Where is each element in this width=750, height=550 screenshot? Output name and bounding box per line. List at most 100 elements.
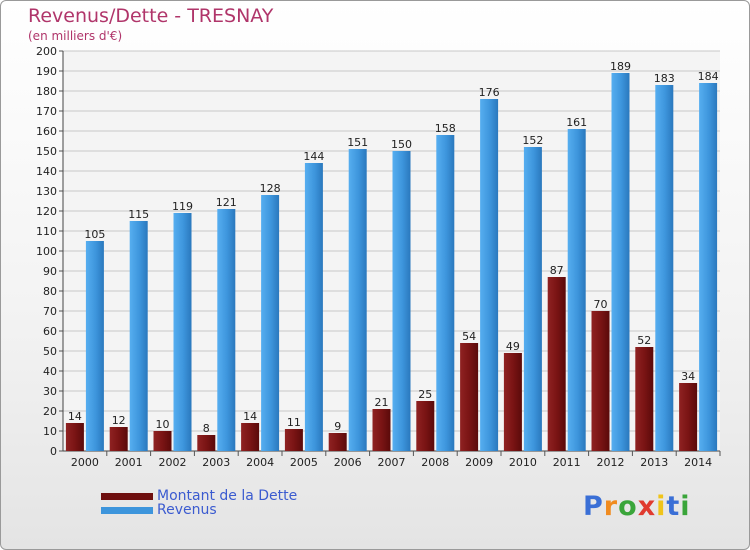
bar-dette <box>284 429 303 451</box>
data-label-revenus: 184 <box>698 70 719 83</box>
bar-revenus <box>173 213 192 451</box>
y-tick-label: 130 <box>36 185 57 198</box>
data-label-revenus: 115 <box>128 208 149 221</box>
y-tick-label: 190 <box>36 65 57 78</box>
x-tick-label: 2012 <box>597 456 625 469</box>
y-tick-label: 100 <box>36 245 57 258</box>
data-label-dette: 8 <box>203 422 210 435</box>
x-tick-label: 2014 <box>684 456 712 469</box>
y-tick-label: 40 <box>43 365 57 378</box>
bar-revenus <box>436 135 455 451</box>
proxiti-logo: Proxiti <box>583 491 691 522</box>
bar-revenus <box>611 73 630 451</box>
data-label-revenus: 119 <box>172 200 193 213</box>
data-label-dette: 10 <box>156 418 170 431</box>
y-tick-label: 160 <box>36 125 57 138</box>
bar-dette <box>197 435 216 451</box>
logo-letter: P <box>583 491 604 522</box>
bar-revenus <box>304 163 323 451</box>
data-label-dette: 12 <box>112 414 126 427</box>
bar-revenus <box>523 147 542 451</box>
x-tick-label: 2002 <box>159 456 187 469</box>
x-tick-label: 2006 <box>334 456 362 469</box>
legend-swatch-revenus <box>101 506 153 514</box>
data-label-revenus: 144 <box>303 150 324 163</box>
bar-revenus <box>348 149 367 451</box>
bar-dette <box>416 401 435 451</box>
data-label-revenus: 189 <box>610 60 631 73</box>
bar-dette <box>328 433 347 451</box>
x-tick-label: 2007 <box>378 456 406 469</box>
x-tick-label: 2005 <box>290 456 318 469</box>
bar-revenus <box>655 85 674 451</box>
y-tick-label: 10 <box>43 425 57 438</box>
data-label-dette: 14 <box>243 410 257 423</box>
x-tick-label: 2010 <box>509 456 537 469</box>
logo-letter: t <box>666 491 681 522</box>
x-tick-label: 2001 <box>115 456 143 469</box>
logo-letter: i <box>656 491 667 522</box>
data-label-revenus: 151 <box>347 136 368 149</box>
y-tick-label: 0 <box>50 445 57 458</box>
bar-dette <box>372 409 391 451</box>
logo-letter: o <box>618 491 638 522</box>
data-label-revenus: 121 <box>216 196 237 209</box>
x-tick-label: 2004 <box>246 456 274 469</box>
bar-dette <box>153 431 172 451</box>
data-label-dette: 25 <box>418 388 432 401</box>
data-label-dette: 14 <box>68 410 82 423</box>
bar-revenus <box>217 209 236 451</box>
legend-item-revenus: Revenus <box>101 502 217 518</box>
y-tick-label: 90 <box>43 265 57 278</box>
bar-dette <box>503 353 522 451</box>
logo-letter: r <box>603 491 619 522</box>
y-tick-label: 70 <box>43 305 57 318</box>
x-tick-label: 2003 <box>202 456 230 469</box>
data-label-revenus: 152 <box>522 134 543 147</box>
y-tick-label: 80 <box>43 285 57 298</box>
chart-title: Revenus/Dette - TRESNAY <box>28 5 274 27</box>
data-label-dette: 49 <box>506 340 520 353</box>
bar-revenus <box>567 129 586 451</box>
bar-dette <box>547 277 566 451</box>
legend-label-dette: Montant de la Dette <box>157 488 298 504</box>
y-tick-label: 60 <box>43 325 57 338</box>
y-tick-label: 150 <box>36 145 57 158</box>
y-tick-label: 30 <box>43 385 57 398</box>
data-label-dette: 87 <box>550 264 564 277</box>
x-tick-label: 2000 <box>71 456 99 469</box>
bar-dette <box>635 347 654 451</box>
bar-dette <box>591 311 610 451</box>
chart-subtitle: (en milliers d'€) <box>28 29 123 43</box>
bar-revenus <box>480 99 499 451</box>
y-tick-label: 200 <box>36 45 57 58</box>
y-tick-label: 50 <box>43 345 57 358</box>
y-tick-label: 180 <box>36 85 57 98</box>
y-tick-label: 120 <box>36 205 57 218</box>
bar-dette <box>65 423 84 451</box>
bar-revenus <box>261 195 280 451</box>
data-label-revenus: 158 <box>435 122 456 135</box>
data-label-revenus: 150 <box>391 138 412 151</box>
bar-revenus <box>392 151 411 451</box>
bar-dette <box>460 343 479 451</box>
y-tick-label: 20 <box>43 405 57 418</box>
data-label-dette: 21 <box>375 396 389 409</box>
legend-item-dette: Montant de la Dette <box>101 488 297 504</box>
bar-revenus <box>699 83 718 451</box>
data-label-dette: 9 <box>334 420 341 433</box>
data-label-revenus: 161 <box>566 116 587 129</box>
data-label-revenus: 105 <box>84 228 105 241</box>
bar-revenus <box>129 221 148 451</box>
x-tick-label: 2008 <box>421 456 449 469</box>
legend-swatch-dette <box>101 492 153 500</box>
data-label-revenus: 128 <box>260 182 281 195</box>
x-tick-label: 2009 <box>465 456 493 469</box>
data-label-dette: 70 <box>594 298 608 311</box>
x-tick-label: 2011 <box>553 456 581 469</box>
bar-dette <box>109 427 128 451</box>
data-label-dette: 34 <box>681 370 695 383</box>
data-label-dette: 52 <box>637 334 651 347</box>
